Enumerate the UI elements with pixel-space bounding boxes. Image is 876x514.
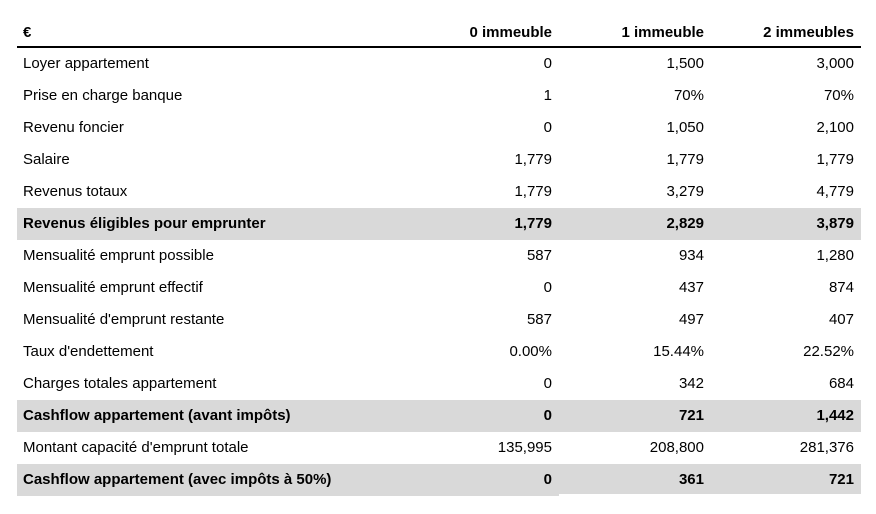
row-label: Prise en charge banque — [23, 87, 183, 104]
table-row-highlighted: Revenus éligibles pour emprunter 1,779 2… — [17, 208, 861, 240]
row-label: Loyer appartement — [23, 55, 149, 72]
cell-0-immeuble: 0.00% — [509, 343, 552, 360]
cell-0-immeuble: 587 — [526, 311, 552, 328]
cell-2-immeubles: 407 — [828, 311, 854, 328]
cell-0-immeuble: 0 — [543, 119, 552, 136]
row-label: Revenu foncier — [23, 119, 124, 136]
row-label: Montant capacité d'emprunt totale — [23, 439, 249, 456]
cell-2-immeubles: 3,000 — [816, 55, 854, 72]
currency-header: € — [17, 24, 420, 48]
cell-2-immeubles: 1,442 — [711, 400, 861, 432]
cell-0-immeuble: 0 — [543, 375, 552, 392]
cell-2-immeubles: 22.52% — [803, 343, 854, 360]
table-row: Mensualité d'emprunt restante 587 497 40… — [17, 304, 861, 336]
cell-2-immeubles: 281,376 — [799, 439, 854, 456]
cell-1-immeuble: 361 — [559, 464, 711, 496]
cell-1-immeuble: 2,829 — [559, 208, 711, 240]
cell-2-immeubles: 684 — [828, 375, 854, 392]
table-row: Charges totales appartement 0 342 684 — [17, 368, 861, 400]
cell-0-immeuble: 1,779 — [514, 183, 552, 200]
column-header-2-immeubles: 2 immeubles — [711, 24, 861, 48]
table-row: Mensualité emprunt effectif 0 437 874 — [17, 272, 861, 304]
cell-1-immeuble: 1,779 — [666, 151, 704, 168]
row-label: Mensualité emprunt possible — [23, 247, 214, 264]
cell-2-immeubles: 70% — [823, 87, 854, 104]
cell-0-immeuble: 1,779 — [420, 208, 559, 240]
cell-0-immeuble: 0 — [543, 279, 552, 296]
table-row-highlighted: Cashflow appartement (avant impôts) 0 72… — [17, 400, 861, 432]
row-label: Revenus éligibles pour emprunter — [17, 208, 420, 240]
cell-0-immeuble: 0 — [543, 55, 552, 72]
table-row-highlighted: Cashflow appartement (avec impôts à 50%)… — [17, 464, 861, 496]
cell-1-immeuble: 70% — [673, 87, 704, 104]
table-row: Montant capacité d'emprunt totale 135,99… — [17, 432, 861, 464]
cell-0-immeuble: 135,995 — [497, 439, 552, 456]
cell-2-immeubles: 3,879 — [711, 208, 861, 240]
cell-2-immeubles: 874 — [828, 279, 854, 296]
cell-0-immeuble: 0 — [420, 464, 559, 496]
row-label: Cashflow appartement (avec impôts à 50%) — [17, 464, 420, 496]
table-row: Revenu foncier 0 1,050 2,100 — [17, 112, 861, 144]
row-label: Mensualité emprunt effectif — [23, 279, 203, 296]
column-header-1-immeuble: 1 immeuble — [559, 24, 711, 48]
table-row: Revenus totaux 1,779 3,279 4,779 — [17, 176, 861, 208]
table-row: Mensualité emprunt possible 587 934 1,28… — [17, 240, 861, 272]
row-label: Charges totales appartement — [23, 375, 217, 392]
cell-0-immeuble: 1,779 — [514, 151, 552, 168]
spreadsheet-table-container: € 0 immeuble 1 immeuble 2 immeubles Loye… — [17, 24, 861, 496]
column-header-0-immeuble: 0 immeuble — [420, 24, 559, 48]
table-row: Taux d'endettement 0.00% 15.44% 22.52% — [17, 336, 861, 368]
cell-0-immeuble: 587 — [526, 247, 552, 264]
cell-1-immeuble: 15.44% — [653, 343, 704, 360]
cell-1-immeuble: 497 — [678, 311, 704, 328]
cell-1-immeuble: 208,800 — [649, 439, 704, 456]
cell-1-immeuble: 721 — [559, 400, 711, 432]
header-row: € 0 immeuble 1 immeuble 2 immeubles — [17, 24, 861, 48]
cell-1-immeuble: 934 — [678, 247, 704, 264]
cell-2-immeubles: 721 — [711, 464, 861, 496]
table-row: Loyer appartement 0 1,500 3,000 — [17, 47, 861, 80]
cell-2-immeubles: 2,100 — [816, 119, 854, 136]
cell-1-immeuble: 1,050 — [666, 119, 704, 136]
row-label: Revenus totaux — [23, 183, 128, 200]
cell-0-immeuble: 1 — [543, 87, 552, 104]
loan-capacity-table: € 0 immeuble 1 immeuble 2 immeubles Loye… — [17, 24, 861, 496]
cell-2-immeubles: 4,779 — [816, 183, 854, 200]
cell-0-immeuble: 0 — [420, 400, 559, 432]
table-row: Salaire 1,779 1,779 1,779 — [17, 144, 861, 176]
cell-1-immeuble: 3,279 — [666, 183, 704, 200]
row-label: Cashflow appartement (avant impôts) — [17, 400, 420, 432]
table-row: Prise en charge banque 1 70% 70% — [17, 80, 861, 112]
cell-1-immeuble: 1,500 — [666, 55, 704, 72]
cell-1-immeuble: 342 — [678, 375, 704, 392]
cell-1-immeuble: 437 — [678, 279, 704, 296]
row-label: Taux d'endettement — [23, 343, 154, 360]
row-label: Mensualité d'emprunt restante — [23, 311, 225, 328]
cell-2-immeubles: 1,779 — [816, 151, 854, 168]
cell-2-immeubles: 1,280 — [816, 247, 854, 264]
row-label: Salaire — [23, 151, 70, 168]
